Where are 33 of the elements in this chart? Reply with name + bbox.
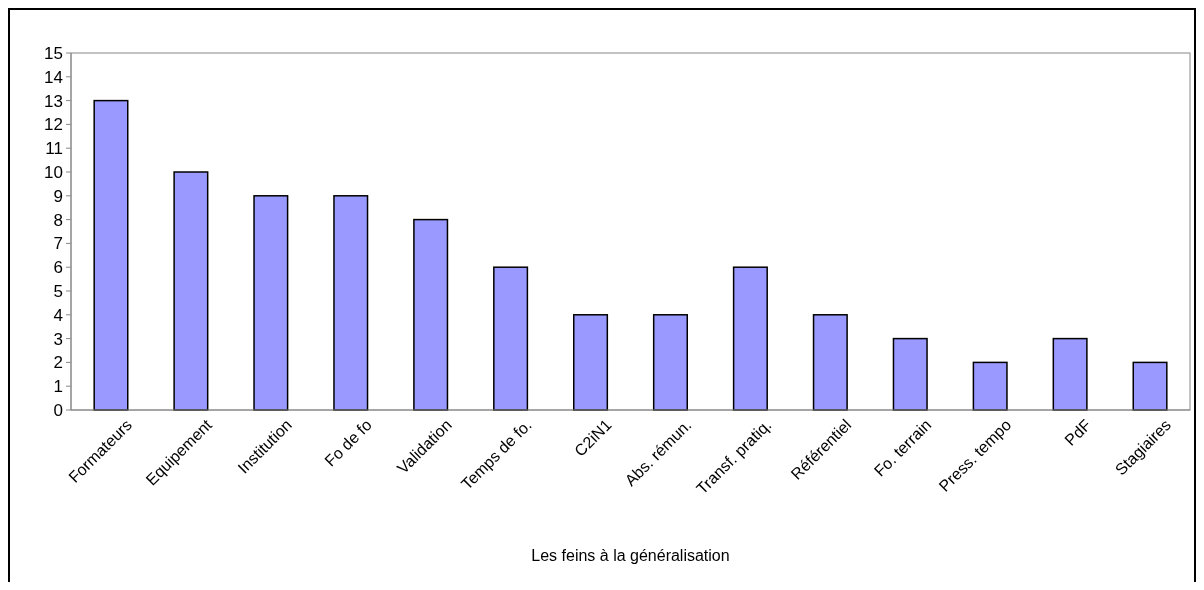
y-tick-label: 15: [44, 43, 63, 63]
bar: [1132, 361, 1168, 411]
bar: [812, 314, 848, 411]
y-tick-label: 2: [53, 353, 63, 373]
y-tick-label: 10: [44, 162, 63, 182]
y-tick-label: 8: [53, 210, 63, 230]
bar: [93, 99, 129, 411]
bar: [173, 171, 209, 411]
x-tick-label: Fo de fo: [321, 416, 375, 470]
y-tick-label: 9: [53, 186, 63, 206]
y-tick-label: 14: [44, 67, 63, 87]
y-tick-label: 11: [45, 139, 63, 159]
y-tick-label: 5: [53, 281, 63, 301]
y-tick-label: 1: [53, 377, 63, 397]
bar: [892, 337, 928, 411]
y-tick-label: 4: [53, 305, 63, 325]
x-tick-label: PdF: [1061, 415, 1095, 449]
bar: [253, 195, 289, 411]
y-tick-label: 7: [53, 234, 63, 254]
bar: [413, 218, 449, 411]
bar: [652, 314, 688, 411]
x-axis-title: Les feins à la généralisation: [531, 547, 730, 564]
y-tick-label: 12: [44, 115, 63, 135]
y-tick-label: 13: [44, 91, 63, 111]
bar: [573, 314, 609, 411]
y-tick-label: 0: [53, 400, 63, 420]
bar: [732, 266, 768, 411]
bar: [972, 361, 1008, 411]
bar: [333, 195, 369, 411]
y-tick-label: 3: [53, 329, 63, 349]
bar: [1052, 337, 1088, 411]
bar: [493, 266, 529, 411]
y-tick-label: 6: [53, 258, 63, 278]
